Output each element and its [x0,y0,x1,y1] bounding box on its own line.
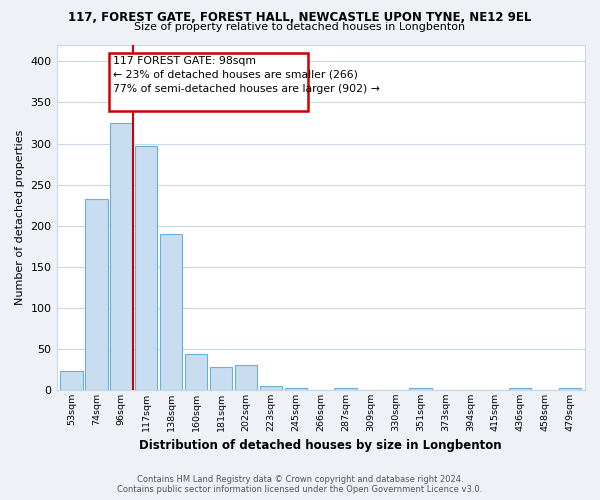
Bar [60,371,83,390]
Bar [160,234,182,390]
Text: Size of property relative to detached houses in Longbenton: Size of property relative to detached ho… [134,22,466,32]
FancyBboxPatch shape [109,53,308,110]
Bar [135,146,157,390]
Text: 117 FOREST GATE: 98sqm
← 23% of detached houses are smaller (266)
77% of semi-de: 117 FOREST GATE: 98sqm ← 23% of detached… [113,56,380,94]
Bar [110,123,133,390]
Text: Contains HM Land Registry data © Crown copyright and database right 2024.
Contai: Contains HM Land Registry data © Crown c… [118,474,482,494]
Bar [334,388,357,390]
Bar [85,198,107,390]
Bar [509,388,532,390]
Y-axis label: Number of detached properties: Number of detached properties [15,130,25,305]
X-axis label: Distribution of detached houses by size in Longbenton: Distribution of detached houses by size … [139,440,502,452]
Bar [260,386,282,390]
Bar [210,367,232,390]
Bar [185,354,208,390]
Bar [284,388,307,390]
Bar [409,388,431,390]
Bar [559,388,581,390]
Text: 117, FOREST GATE, FOREST HALL, NEWCASTLE UPON TYNE, NE12 9EL: 117, FOREST GATE, FOREST HALL, NEWCASTLE… [68,11,532,24]
Bar [235,366,257,390]
